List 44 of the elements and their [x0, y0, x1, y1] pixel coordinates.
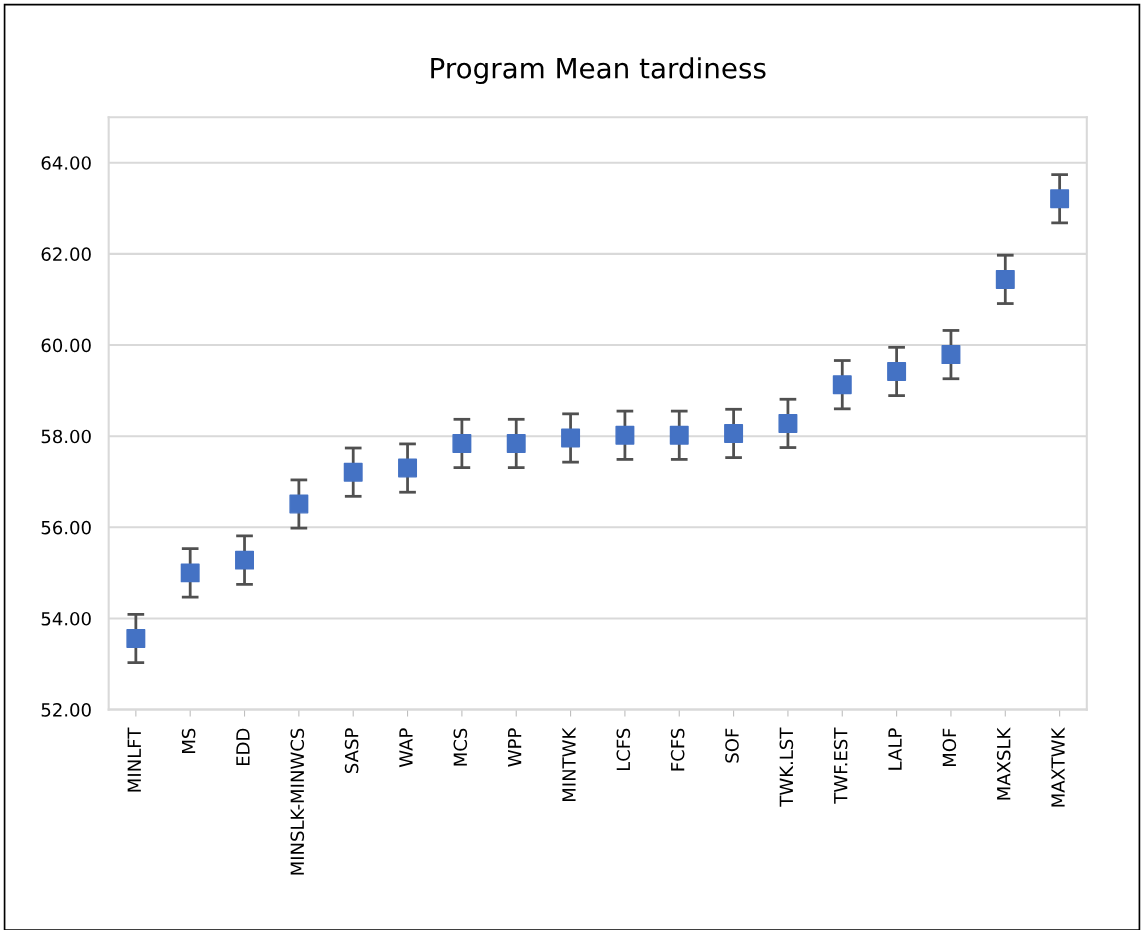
x-tick-label: MINSLK-MINWCS: [290, 728, 305, 875]
x-tick-label: MAXSLK: [996, 727, 1011, 800]
x-tick-label: SOF: [725, 728, 739, 763]
y-tick-label: 60.00: [41, 338, 91, 353]
x-tick-label: WPP: [508, 728, 522, 767]
point: [452, 433, 472, 453]
point: [126, 629, 146, 648]
x-tick-label: WAP: [399, 728, 413, 768]
point: [289, 494, 309, 514]
chart-title: Program Mean tardiness: [431, 57, 766, 85]
point: [343, 462, 363, 482]
point: [398, 458, 418, 478]
point: [832, 375, 852, 395]
point: [778, 413, 798, 433]
point: [1050, 189, 1070, 209]
x-tick-label: TWF.EST: [833, 727, 848, 804]
point: [669, 425, 689, 445]
y-tick-label: 54.00: [41, 611, 91, 626]
y-tick-label: 52.00: [41, 703, 91, 717]
x-tick-label: LALP: [888, 728, 902, 770]
point: [615, 425, 635, 445]
point: [561, 428, 581, 448]
point: [887, 361, 907, 381]
x-tick-label: MINLFT: [127, 727, 141, 792]
x-tick-label: LCFS: [616, 728, 631, 771]
x-tick-label: MINTWK: [562, 727, 576, 802]
y-tick-label: 62.00: [41, 247, 91, 262]
x-tick-label: TWK.LST: [779, 727, 794, 807]
y-tick-label: 56.00: [41, 520, 91, 535]
point: [180, 563, 200, 583]
point: [235, 550, 255, 570]
point: [506, 433, 526, 453]
x-tick-label: MCS: [453, 728, 468, 766]
point: [724, 423, 744, 443]
x-tick-label: MOF: [942, 728, 957, 767]
point: [941, 345, 961, 365]
y-tick-label: 58.00: [41, 429, 91, 444]
x-tick-label: MS: [181, 728, 196, 753]
x-tick-label: FCFS: [670, 728, 685, 771]
y-tick-label: 64.00: [41, 156, 91, 170]
point: [995, 269, 1015, 289]
x-tick-label: SASP: [344, 728, 359, 773]
x-tick-label: EDD: [236, 728, 250, 766]
x-tick-label: MAXTWK: [1051, 727, 1065, 807]
